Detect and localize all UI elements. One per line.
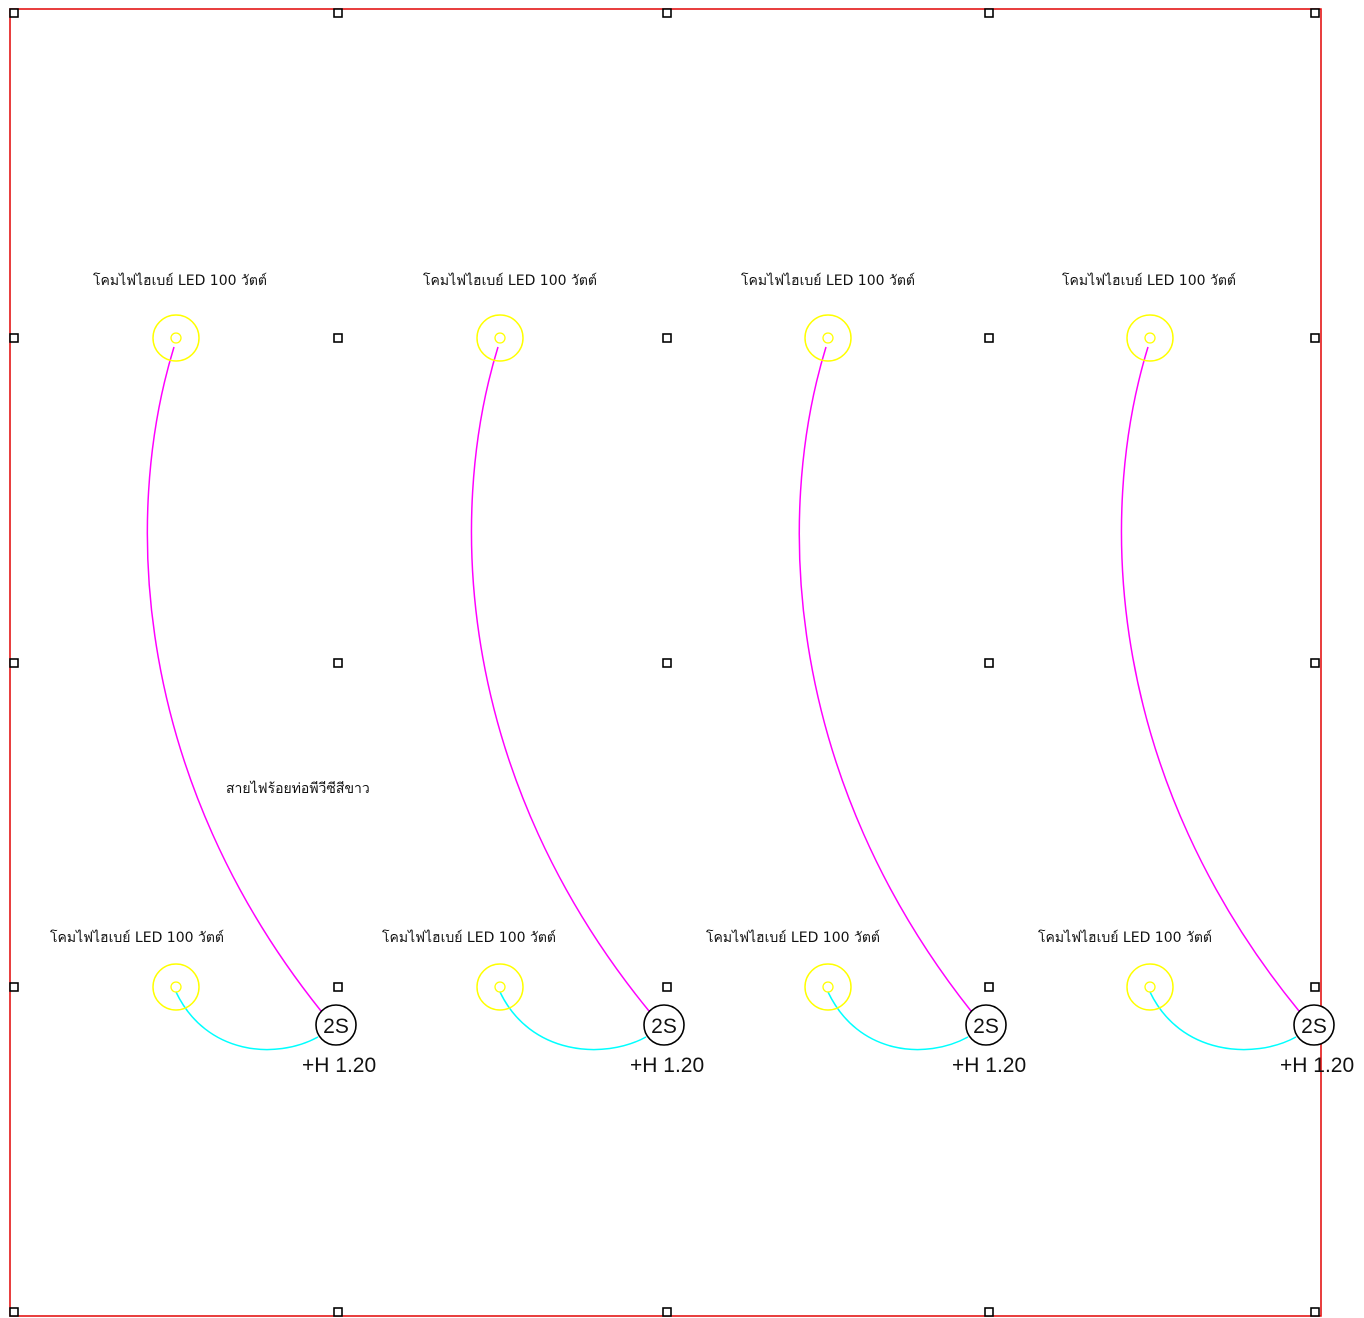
lamp-outer-ring [804,963,852,1011]
wire-to-upper-lamp [798,346,972,1012]
switch-height-label: +H 1.20 [1280,1054,1354,1077]
switch-label: 2S [973,1015,999,1038]
lamp-label: โคมไฟไฮเบย์ LED 100 วัตต์ [93,272,267,289]
column-marker-icon [662,982,672,992]
column-marker-icon [1310,658,1320,668]
high-bay-lamp-icon [476,314,524,362]
lamp-outer-ring [476,963,524,1011]
wire-note-label: สายไฟร้อยท่อพีวีซีสีขาว [226,780,370,797]
column-marker-icon [9,982,19,992]
lamp-outer-ring [1126,314,1174,362]
column-marker-icon [984,658,994,668]
lamp-label: โคมไฟไฮเบย์ LED 100 วัตต์ [423,272,597,289]
switches-layer [315,1004,1335,1046]
high-bay-lamp-icon [1126,314,1174,362]
switch-2s-icon [965,1004,1007,1046]
column-marker-icon [333,982,343,992]
column-marker-icon [1310,982,1320,992]
lamp-label: โคมไฟไฮเบย์ LED 100 วัตต์ [382,929,556,946]
lamp-inner-ring [1144,332,1156,344]
lamp-label: โคมไฟไฮเบย์ LED 100 วัตต์ [741,272,915,289]
high-bay-lamp-icon [804,963,852,1011]
switch-2s-icon [643,1004,685,1046]
wiring-layer [146,346,1300,1051]
wire-to-lower-lamp [499,991,647,1051]
high-bay-lamp-icon [476,963,524,1011]
column-marker-icon [1310,1307,1320,1317]
high-bay-lamp-icon [152,314,200,362]
column-marker-icon [1310,8,1320,18]
lamp-outer-ring [804,314,852,362]
column-marker-icon [9,1307,19,1317]
lamp-inner-ring [494,332,506,344]
lamp-label: โคมไฟไฮเบย์ LED 100 วัตต์ [1062,272,1236,289]
lamp-outer-ring [152,963,200,1011]
column-marker-icon [1310,333,1320,343]
wire-to-lower-lamp [175,991,319,1051]
lamps-layer [152,314,1174,1011]
column-marker-icon [9,658,19,668]
wire-to-lower-lamp [827,991,969,1051]
lamp-label: โคมไฟไฮเบย์ LED 100 วัตต์ [50,929,224,946]
high-bay-lamp-icon [804,314,852,362]
lamp-outer-ring [1126,963,1174,1011]
column-marker-icon [333,8,343,18]
column-marker-icon [984,982,994,992]
lamp-inner-ring [822,332,834,344]
column-markers [9,8,1320,1317]
column-marker-icon [662,658,672,668]
switch-label: 2S [651,1015,677,1038]
switch-height-label: +H 1.20 [302,1054,376,1077]
high-bay-lamp-icon [1126,963,1174,1011]
column-marker-icon [662,333,672,343]
column-marker-icon [984,1307,994,1317]
column-marker-icon [984,333,994,343]
high-bay-lamp-icon [152,963,200,1011]
switch-height-label: +H 1.20 [630,1054,704,1077]
column-marker-icon [333,333,343,343]
lamp-label: โคมไฟไฮเบย์ LED 100 วัตต์ [1038,929,1212,946]
switch-2s-icon [315,1004,357,1046]
lamp-label: โคมไฟไฮเบย์ LED 100 วัตต์ [706,929,880,946]
column-marker-icon [662,1307,672,1317]
switch-label: 2S [323,1015,349,1038]
lamp-inner-ring [170,332,182,344]
wire-to-lower-lamp [1149,991,1297,1051]
wire-to-upper-lamp [146,346,322,1012]
switch-2s-icon [1293,1004,1335,1046]
column-marker-icon [9,333,19,343]
lamp-inner-ring [494,981,506,993]
column-marker-icon [9,8,19,18]
lamp-inner-ring [1144,981,1156,993]
column-marker-icon [333,658,343,668]
switch-label: 2S [1301,1015,1327,1038]
wire-to-upper-lamp [1120,346,1300,1012]
lamp-inner-ring [822,981,834,993]
column-marker-icon [984,8,994,18]
lamp-outer-ring [476,314,524,362]
column-marker-icon [662,8,672,18]
lamp-outer-ring [152,314,200,362]
switch-height-label: +H 1.20 [952,1054,1026,1077]
lamp-inner-ring [170,981,182,993]
column-marker-icon [333,1307,343,1317]
wire-to-upper-lamp [470,346,650,1012]
